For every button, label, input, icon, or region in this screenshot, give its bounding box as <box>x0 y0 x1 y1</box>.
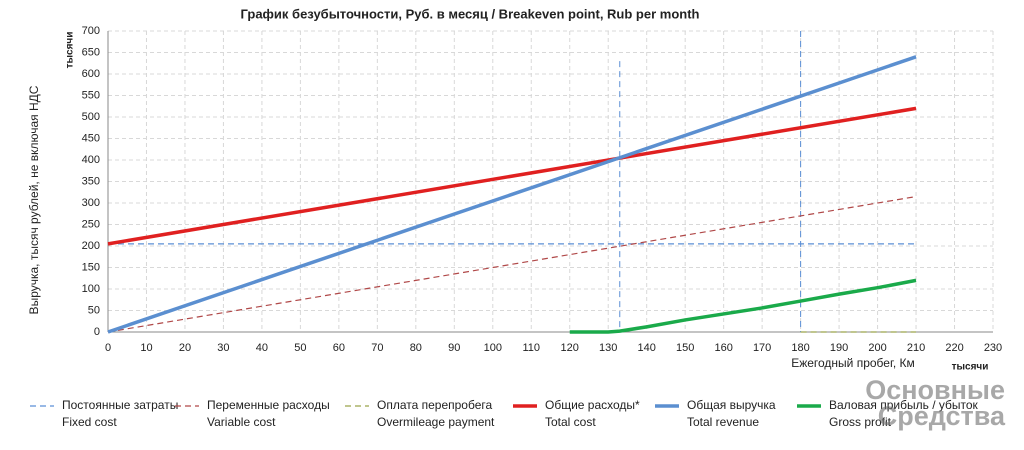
legend-label: Overmileage payment <box>377 415 495 429</box>
legend-label: Gross profit <box>829 415 892 429</box>
y-tick-label: 0 <box>94 326 100 338</box>
chart-title: График безубыточности, Руб. в месяц / Br… <box>241 6 700 21</box>
y-tick-label: 450 <box>82 132 100 144</box>
y-unit: тысячи <box>65 32 76 69</box>
y-tick-label: 700 <box>82 25 100 37</box>
y-tick-label: 350 <box>82 175 100 187</box>
y-axis-label: Выручка, тысяч рублей, не включая НДС <box>27 85 41 314</box>
legend-label: Total revenue <box>687 415 759 429</box>
x-tick-label: 190 <box>830 342 848 354</box>
watermark: Основные <box>865 375 1005 405</box>
y-tick-label: 250 <box>82 218 100 230</box>
x-tick-label: 170 <box>753 342 771 354</box>
y-tick-label: 50 <box>88 304 100 316</box>
x-unit: тысячи <box>952 362 989 373</box>
legend-label: Постоянные затраты <box>62 398 178 412</box>
y-tick-label: 150 <box>82 261 100 273</box>
x-tick-label: 150 <box>676 342 694 354</box>
y-tick-label: 400 <box>82 154 100 166</box>
x-tick-label: 230 <box>984 342 1002 354</box>
x-tick-label: 90 <box>448 342 460 354</box>
y-tick-label: 300 <box>82 197 100 209</box>
x-tick-label: 110 <box>522 342 540 354</box>
legend-label: Variable cost <box>207 415 276 429</box>
y-tick-label: 100 <box>82 283 100 295</box>
x-tick-label: 20 <box>179 342 191 354</box>
y-tick-label: 650 <box>82 46 100 58</box>
x-tick-label: 0 <box>105 342 111 354</box>
legend-label: Переменные расходы <box>207 398 330 412</box>
x-tick-label: 200 <box>868 342 886 354</box>
series-line <box>107 106 917 246</box>
x-tick-label: 30 <box>217 342 229 354</box>
x-tick-label: 50 <box>294 342 306 354</box>
legend-label: Оплата перепробега <box>377 398 493 412</box>
legend-label: Общие расходы* <box>545 398 640 412</box>
x-tick-label: 80 <box>410 342 422 354</box>
x-tick-label: 120 <box>561 342 579 354</box>
series-line <box>569 278 917 334</box>
y-tick-label: 500 <box>82 111 100 123</box>
x-tick-label: 100 <box>484 342 502 354</box>
x-tick-label: 210 <box>907 342 925 354</box>
x-tick-label: 220 <box>945 342 963 354</box>
x-tick-label: 160 <box>714 342 732 354</box>
y-tick-label: 200 <box>82 240 100 252</box>
x-tick-label: 40 <box>256 342 268 354</box>
watermark: Средства <box>878 401 1006 431</box>
x-tick-label: 10 <box>140 342 152 354</box>
legend-label: Валовая прибыль / убыток <box>829 398 979 412</box>
y-tick-label: 600 <box>82 68 100 80</box>
x-tick-label: 70 <box>371 342 383 354</box>
x-tick-label: 140 <box>638 342 656 354</box>
legend-label: Total cost <box>545 415 596 429</box>
x-tick-label: 130 <box>599 342 617 354</box>
x-tick-label: 180 <box>791 342 809 354</box>
legend-label: Общая выручка <box>687 398 776 412</box>
legend-label: Fixed cost <box>62 415 117 429</box>
x-tick-label: 60 <box>333 342 345 354</box>
x-axis-label: Ежегодный пробег, Км <box>791 356 915 370</box>
series-line <box>107 195 917 333</box>
series-line <box>107 55 917 334</box>
y-tick-label: 550 <box>82 89 100 101</box>
